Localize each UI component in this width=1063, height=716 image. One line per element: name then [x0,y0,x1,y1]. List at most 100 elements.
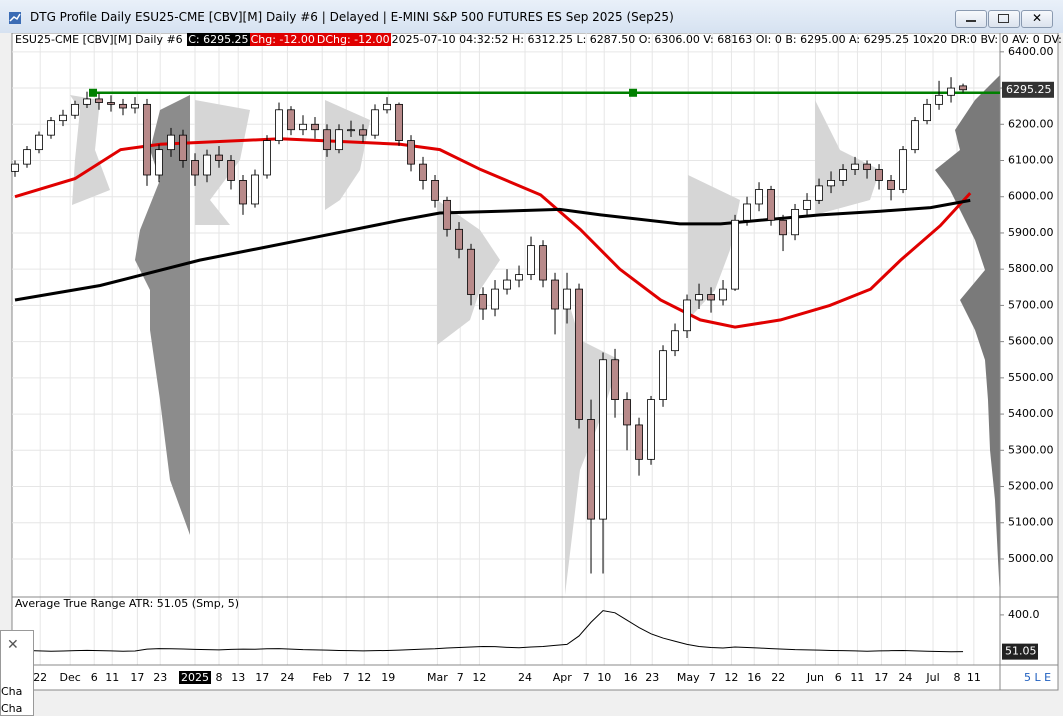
candle-body [575,288,583,420]
candle-body [539,245,547,281]
candle-body [95,98,103,103]
candle-body [467,248,475,295]
candle-body [599,359,607,520]
candle-body [191,160,199,176]
candle-body [863,163,871,170]
candle-body [443,199,451,230]
candle-body [563,288,571,310]
candle-body [239,180,247,205]
candle-body [587,419,595,520]
popup-close[interactable]: ✕ [7,637,19,653]
candle-body [647,399,655,460]
dchange-info: DChg: -12.00 [315,33,391,46]
x-tick-label: 7 [457,671,464,684]
symbol: ESU25-CME [CBV][M] Daily #6 [15,33,187,46]
candle-body [335,129,343,151]
close-info: C: 6295.25 [187,33,250,46]
y-tick-label: 5700.00 [1008,298,1054,311]
footer-label[interactable]: 5 L E [1024,671,1051,684]
y-tick-label: 400.0 [1008,608,1040,621]
x-tick-label: 7 [583,671,590,684]
candle-body [743,203,751,221]
restore-button[interactable] [988,10,1020,28]
volume-profile [325,100,370,210]
popup-item[interactable]: Cha [1,702,23,715]
candle-body [503,279,511,290]
candle-body [71,103,79,116]
candle-body [671,330,679,352]
info-header: ESU25-CME [CBV][M] Daily #6 C: 6295.25 Ch… [14,33,1063,47]
x-tick-label: 17 [255,671,269,684]
candle-body [839,169,847,181]
y-tick-label: 5500.00 [1008,371,1054,384]
x-tick-label: 16 [747,671,761,684]
x-tick-label: 12 [724,671,738,684]
x-tick-label: 24 [518,671,532,684]
candle-body [707,294,715,301]
y-tick-label: 6400.00 [1008,45,1054,58]
candle-body [131,103,139,109]
candle-body [659,350,667,400]
candle-body [791,209,799,236]
candle-body [107,102,115,105]
volume-profile [70,95,110,205]
candle-body [527,245,535,276]
candle-body [695,294,703,301]
y-tick-label: 6000.00 [1008,190,1054,203]
chart: Average True Range ATR: 51.05 (Smp, 5) 5… [0,33,1063,700]
x-tick-label: 13 [231,671,245,684]
candle-body [947,87,955,96]
x-tick-label: 7 [343,671,350,684]
x-tick-label: 8 [216,671,223,684]
x-tick-label: Mar [427,671,448,684]
x-tick-label: 22 [33,671,47,684]
candle-body [371,109,379,136]
y-tick-label: 5400.00 [1008,407,1054,420]
candle-body [35,134,43,151]
x-tick-label: 19 [381,671,395,684]
candle-body [59,114,67,122]
x-tick-label: 24 [898,671,912,684]
candle-body [887,180,895,190]
candle-body [815,185,823,201]
x-tick-label: 16 [624,671,638,684]
candle-body [47,120,55,136]
candle-body [899,149,907,190]
candle-body [395,103,403,141]
y-tick-label: 5000.00 [1008,552,1054,565]
candle-body [215,154,223,161]
x-tick-label: 7 [709,671,716,684]
close-button[interactable]: ✕ [1021,10,1053,28]
candle-body [635,424,643,460]
quote-info: 2025-07-10 04:32:52 H: 6312.25 L: 6287.5… [391,33,1063,46]
candle-body [119,103,127,109]
candle-body [779,219,787,236]
candle-body [491,288,499,310]
candle-body [731,219,739,290]
level-marker [629,88,638,97]
candle-body [911,120,919,151]
candle-body [359,129,367,136]
change-info: Chg: -12.00 [249,33,316,46]
minimize-button[interactable] [955,10,987,28]
candle-body [623,399,631,426]
x-tick-label: 6 [835,671,842,684]
candle-body [431,180,439,201]
x-tick-label: 2025 [181,671,209,684]
volume-profile [195,100,250,225]
x-tick-label: 8 [954,671,961,684]
app-icon [9,12,21,24]
popup-item[interactable]: Cha [1,685,23,698]
x-tick-label: 11 [850,671,864,684]
candle-body [719,288,727,301]
x-tick-label: 23 [153,671,167,684]
candle-body [287,109,295,131]
volume-profile [135,95,190,535]
candle-body [383,103,391,111]
window-title: DTG Profile Daily ESU25-CME [CBV][M] Dai… [30,10,674,24]
popup: ✕ Cha Cha [0,630,34,716]
y-tick-label: 5800.00 [1008,262,1054,275]
candle-body [875,169,883,181]
candle-body [179,134,187,161]
